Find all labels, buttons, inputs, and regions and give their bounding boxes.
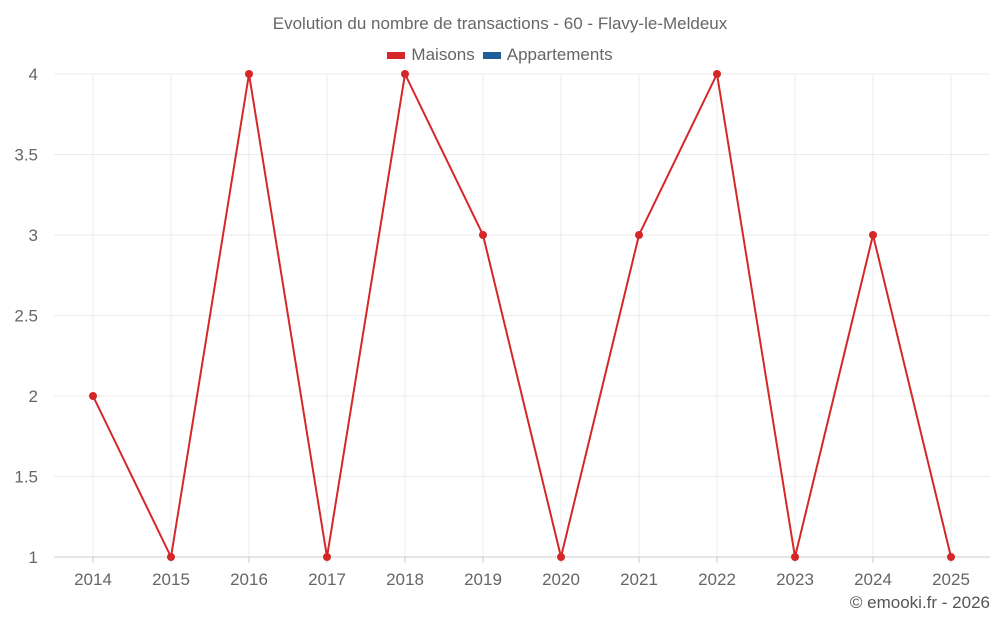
- legend-label-appartements: Appartements: [506, 45, 613, 64]
- axes: 1 1.5 2 2.5 3 3.5 4 2014 2015 2016 2017 2018 2019 202…: [14, 65, 990, 589]
- data-point[interactable]: [713, 70, 721, 78]
- data-point[interactable]: [791, 553, 799, 561]
- x-tick-label: 2020: [542, 570, 580, 589]
- legend-label-maisons: Maisons: [411, 45, 475, 64]
- x-tick-label: 2019: [464, 570, 502, 589]
- data-point[interactable]: [479, 231, 487, 239]
- series-layer: [89, 70, 955, 561]
- data-point[interactable]: [947, 553, 955, 561]
- x-tick-label: 2025: [932, 570, 970, 589]
- x-tick-label: 2021: [620, 570, 658, 589]
- x-tick-label: 2022: [698, 570, 736, 589]
- y-tick-label: 2: [29, 387, 38, 406]
- y-tick-label: 3.5: [14, 146, 38, 165]
- series-line-maisons: [92, 70, 952, 561]
- x-tick-label: 2016: [230, 570, 268, 589]
- data-point[interactable]: [245, 70, 253, 78]
- y-tick-label: 4: [29, 65, 38, 84]
- data-point[interactable]: [635, 231, 643, 239]
- x-tick-label: 2014: [74, 570, 112, 589]
- x-tick-label: 2023: [776, 570, 814, 589]
- data-point[interactable]: [89, 392, 97, 400]
- chart-title: Evolution du nombre de transactions - 60…: [272, 14, 728, 33]
- y-tick-label: 3: [29, 226, 38, 245]
- data-point[interactable]: [323, 553, 331, 561]
- x-tick-label: 2024: [854, 570, 892, 589]
- grid: [54, 73, 990, 558]
- y-tick-label: 2.5: [14, 307, 38, 326]
- data-point[interactable]: [869, 231, 877, 239]
- data-point[interactable]: [401, 70, 409, 78]
- x-tick-label: 2017: [308, 570, 346, 589]
- data-point[interactable]: [167, 553, 175, 561]
- y-tick-label: 1: [29, 548, 38, 567]
- legend-item-maisons[interactable]: Maisons: [387, 45, 475, 65]
- legend: Maisons Appartements: [0, 45, 1000, 65]
- data-point[interactable]: [557, 553, 565, 561]
- legend-swatch-appartements: [482, 51, 501, 59]
- legend-swatch-maisons: [387, 51, 406, 59]
- credit: © emooki.fr - 2026: [849, 593, 990, 612]
- x-tick-label: 2015: [152, 570, 190, 589]
- x-tick-label: 2018: [386, 570, 424, 589]
- legend-item-appartements[interactable]: Appartements: [482, 45, 613, 65]
- y-tick-label: 1.5: [14, 468, 38, 487]
